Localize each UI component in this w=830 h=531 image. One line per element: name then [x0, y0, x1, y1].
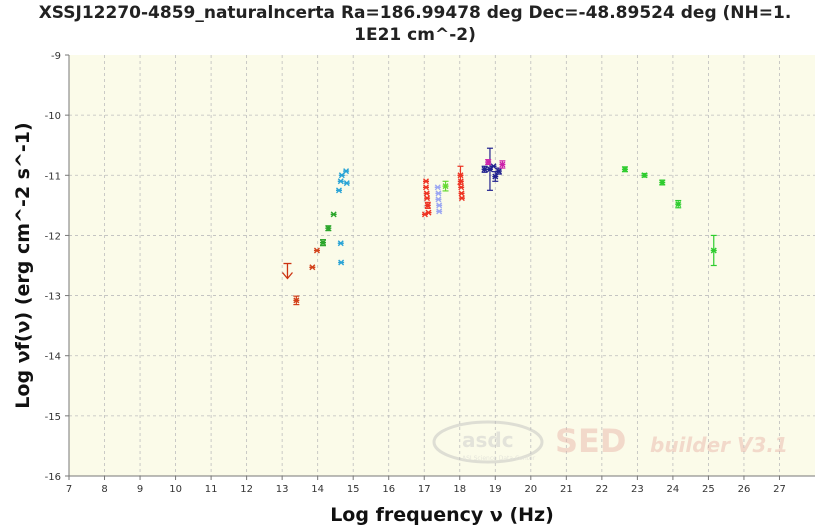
- data-point: [436, 202, 443, 209]
- data-point: [313, 247, 320, 254]
- chart-title-line2: 1E21 cm^-2): [354, 25, 476, 45]
- upper-limit-arrow: [281, 262, 293, 280]
- x-tick-label: 27: [773, 484, 786, 495]
- data-point: [435, 196, 442, 203]
- watermark: asdc ASI Science Data Center SED builder…: [432, 420, 788, 464]
- x-tick-label: 17: [418, 484, 431, 495]
- data-point: [481, 165, 488, 173]
- y-tick-label: -14: [45, 352, 61, 363]
- x-tick-label: 24: [667, 484, 680, 495]
- data-point: [423, 184, 430, 191]
- data-point: [436, 208, 443, 215]
- data-point: [343, 180, 350, 187]
- data-point: [457, 165, 464, 185]
- x-tick-label: 9: [137, 484, 143, 495]
- x-tick-label: 23: [631, 484, 644, 495]
- y-tick-label: -10: [45, 111, 61, 122]
- data-point: [343, 168, 350, 175]
- x-tick-label: 7: [66, 484, 72, 495]
- data-point: [485, 159, 492, 166]
- y-tick-label: -16: [45, 472, 61, 483]
- data-point: [659, 179, 666, 186]
- x-tick-label: 16: [382, 484, 395, 495]
- y-axis-label: Log νf(ν) (erg cm^-2 s^-1): [12, 122, 34, 408]
- data-point: [319, 239, 326, 247]
- watermark-brand-tail: builder V3.1: [650, 433, 788, 457]
- watermark-org: asdc: [462, 428, 514, 452]
- y-tick-label: -13: [45, 292, 61, 303]
- data-point: [458, 190, 465, 197]
- data-point: [309, 264, 316, 271]
- x-tick-label: 19: [489, 484, 502, 495]
- data-point: [486, 147, 493, 191]
- data-point: [338, 259, 345, 266]
- data-point: [424, 195, 431, 202]
- data-point: [423, 178, 430, 185]
- x-tick-label: 26: [738, 484, 751, 495]
- data-point: [499, 160, 506, 169]
- axes: [65, 54, 815, 480]
- x-tick-label: 12: [240, 484, 253, 495]
- data-point: [293, 295, 300, 306]
- data-point: [458, 184, 465, 191]
- grid-lines: [69, 55, 815, 476]
- x-tick-label: 21: [560, 484, 573, 495]
- data-point: [423, 190, 430, 197]
- x-axis-label: Log frequency ν (Hz): [330, 504, 554, 526]
- data-point: [325, 225, 332, 232]
- plot-area: [69, 55, 815, 476]
- data-point: [337, 240, 344, 247]
- y-tick-label: -11: [45, 171, 61, 182]
- x-tick-label: 15: [347, 484, 360, 495]
- data-point: [338, 172, 345, 179]
- data-point: [458, 195, 465, 202]
- chart-title-line1: XSSJ12270-4859_naturalncerta Ra=186.9947…: [38, 3, 792, 23]
- data-point: [495, 167, 502, 175]
- data-point: [330, 211, 337, 218]
- x-tick-label: 14: [311, 484, 324, 495]
- data-point: [442, 180, 449, 192]
- data-point: [675, 199, 682, 209]
- x-tick-label: 13: [276, 484, 289, 495]
- data-point: [621, 166, 628, 173]
- y-tick-label: -9: [51, 51, 61, 62]
- data-point: [435, 190, 442, 197]
- data-point: [434, 184, 441, 191]
- x-tick-label: 8: [101, 484, 107, 495]
- watermark-org-sub: ASI Science Data Center: [462, 455, 536, 462]
- upper-limit-head: [281, 272, 293, 280]
- x-tick-label: 11: [205, 484, 218, 495]
- tick-labels: 7 8 9 10 11 12 13 14 15 16 17 18 19 20 21 22 23 24 25 26 27 -…: [45, 51, 786, 495]
- x-tick-label: 10: [169, 484, 182, 495]
- data-marks: [281, 147, 717, 306]
- watermark-brand: SED: [555, 422, 626, 460]
- chart-title: XSSJ12270-4859_naturalncerta Ra=186.9947…: [0, 2, 830, 46]
- y-tick-label: -15: [45, 412, 61, 423]
- data-point: [492, 171, 499, 182]
- data-point: [457, 178, 464, 185]
- data-point: [421, 211, 428, 218]
- data-point: [490, 163, 497, 170]
- data-point: [641, 172, 648, 179]
- data-point: [337, 178, 344, 185]
- x-tick-label: 22: [595, 484, 608, 495]
- y-tick-label: -12: [45, 231, 61, 242]
- data-point: [335, 187, 342, 194]
- x-tick-label: 20: [524, 484, 537, 495]
- data-point: [710, 234, 717, 267]
- x-tick-label: 18: [453, 484, 466, 495]
- data-point: [424, 201, 431, 209]
- x-tick-label: 25: [702, 484, 715, 495]
